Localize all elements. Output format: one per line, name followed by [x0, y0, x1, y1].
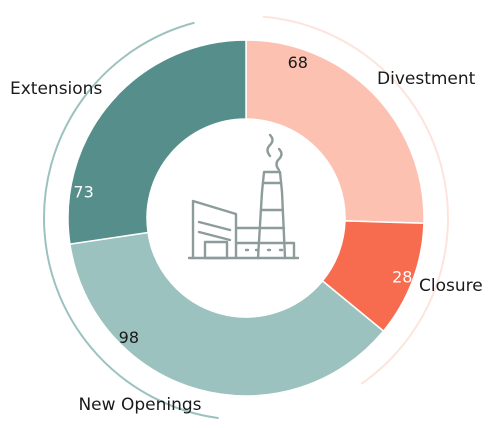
outer-arc-left [43, 21, 219, 420]
labels-group: 68 Divestment 28 Closure 98 New Openings 73 Ext… [10, 53, 483, 415]
factory-icon [187, 133, 300, 260]
category-label-divestment: Divestment [377, 69, 476, 89]
category-label-new-openings: New Openings [78, 395, 201, 415]
value-label-divestment: 68 [288, 53, 308, 72]
slice-divestment [245, 39, 425, 225]
value-label-new-openings: 98 [119, 328, 139, 347]
value-label-closure: 28 [392, 268, 412, 287]
value-label-extensions: 73 [73, 182, 93, 201]
slices-group [67, 39, 425, 397]
outer-arc-right [262, 15, 449, 385]
slice-extensions [67, 39, 247, 245]
category-label-closure: Closure [419, 276, 483, 296]
outer-ring [43, 15, 449, 420]
category-label-extensions: Extensions [10, 79, 102, 99]
slice-new-openings [69, 231, 385, 397]
